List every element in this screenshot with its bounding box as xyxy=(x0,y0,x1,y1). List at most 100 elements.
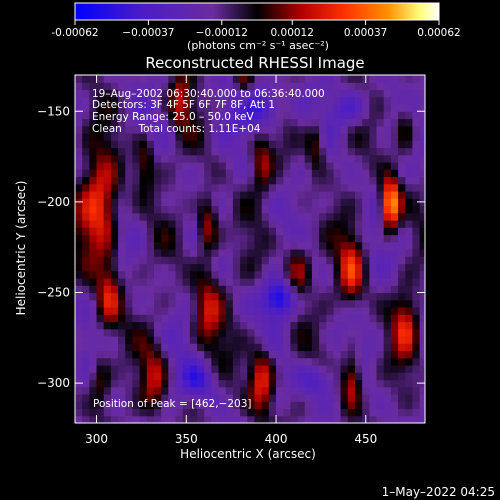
heatmap-cell xyxy=(75,249,83,257)
heatmap-cell xyxy=(340,140,349,149)
heatmap-cell xyxy=(96,401,105,410)
heatmap-cell xyxy=(311,241,320,250)
heatmap-cell xyxy=(254,125,263,134)
heatmap-cell xyxy=(154,191,162,199)
heatmap-cell xyxy=(297,133,306,141)
heatmap-cell xyxy=(182,212,191,221)
heatmap-cell xyxy=(211,198,220,207)
heatmap-cell xyxy=(103,299,112,308)
heatmap-cell xyxy=(405,249,414,257)
heatmap-cell xyxy=(110,256,119,265)
heatmap-cell xyxy=(254,249,263,257)
heatmap-cell xyxy=(276,299,284,308)
heatmap-cell xyxy=(82,169,90,178)
heatmap-cell xyxy=(225,176,234,185)
heatmap-cell xyxy=(319,227,327,236)
heatmap-cell xyxy=(182,220,191,228)
heatmap-cell xyxy=(110,365,119,373)
heatmap-cell xyxy=(89,104,98,112)
heatmap-cell xyxy=(96,140,105,149)
heatmap-cell xyxy=(412,75,421,83)
heatmap-cell xyxy=(405,183,414,192)
heatmap-cell xyxy=(218,278,227,286)
heatmap-cell xyxy=(189,125,198,134)
heatmap-cell xyxy=(276,372,284,381)
heatmap-cell xyxy=(333,386,342,395)
heatmap-cell xyxy=(419,162,425,170)
heatmap-cell xyxy=(290,118,299,127)
heatmap-cell xyxy=(118,285,126,294)
heatmap-cell xyxy=(340,147,349,156)
heatmap-cell xyxy=(211,249,220,257)
heatmap-cell xyxy=(132,278,141,286)
heatmap-cell xyxy=(146,372,155,381)
heatmap-cell xyxy=(355,118,363,127)
heatmap-cell xyxy=(189,408,198,417)
heatmap-cell xyxy=(333,96,342,105)
heatmap-cell xyxy=(261,147,270,156)
heatmap-cell xyxy=(240,357,248,366)
heatmap-cell xyxy=(139,227,148,236)
heatmap-cell xyxy=(232,263,241,272)
heatmap-cell xyxy=(340,314,349,323)
heatmap-cell xyxy=(168,386,177,395)
heatmap-cell xyxy=(412,176,421,185)
heatmap-cell xyxy=(154,285,162,294)
heatmap-cell xyxy=(204,82,212,91)
heatmap-cell xyxy=(311,162,320,170)
heatmap-cell xyxy=(154,176,162,185)
heatmap-cell xyxy=(240,118,248,127)
heatmap-cell xyxy=(355,278,363,286)
heatmap-cell xyxy=(290,415,299,423)
heatmap-cell xyxy=(96,285,105,294)
heatmap-cell xyxy=(326,176,335,185)
heatmap-cell xyxy=(125,176,134,185)
heatmap-cell xyxy=(225,386,234,395)
heatmap-cell xyxy=(304,118,313,127)
heatmap-cell xyxy=(132,220,141,228)
heatmap-cell xyxy=(369,321,378,330)
heatmap-cell xyxy=(254,285,263,294)
heatmap-cell xyxy=(82,278,90,286)
heatmap-cell xyxy=(398,256,406,265)
heatmap-cell xyxy=(232,292,241,301)
heatmap-cell xyxy=(276,278,284,286)
heatmap-cell xyxy=(340,198,349,207)
heatmap-cell xyxy=(125,89,134,98)
heatmap-cell xyxy=(132,285,141,294)
heatmap-cell xyxy=(197,220,205,228)
heatmap-cell xyxy=(412,198,421,207)
heatmap-cell xyxy=(89,140,98,149)
heatmap-cell xyxy=(175,191,184,199)
heatmap-cell xyxy=(347,133,356,141)
heatmap-cell xyxy=(75,212,83,221)
heatmap-cell xyxy=(197,314,205,323)
heatmap-cell xyxy=(110,372,119,381)
heatmap-cell xyxy=(139,314,148,323)
heatmap-cell xyxy=(139,241,148,250)
heatmap-cell xyxy=(240,415,248,423)
heatmap-cell xyxy=(75,401,83,410)
heatmap-cell xyxy=(146,336,155,344)
heatmap-cell xyxy=(319,176,327,185)
heatmap-cell xyxy=(139,365,148,373)
heatmap-cell xyxy=(376,118,385,127)
heatmap-cell xyxy=(254,299,263,308)
heatmap-cell xyxy=(419,415,425,423)
heatmap-cell xyxy=(161,220,169,228)
heatmap-cell xyxy=(89,321,98,330)
heatmap-cell xyxy=(369,401,378,410)
heatmap-cell xyxy=(89,307,98,315)
heatmap-cell xyxy=(376,183,385,192)
heatmap-cell xyxy=(247,365,256,373)
heatmap-cell xyxy=(383,104,392,112)
heatmap-cell xyxy=(82,162,90,170)
heatmap-cell xyxy=(211,176,220,185)
heatmap-cell xyxy=(146,314,155,323)
heatmap-cell xyxy=(82,118,90,127)
heatmap-cell xyxy=(125,386,134,395)
heatmap-cell xyxy=(311,205,320,214)
heatmap-cell xyxy=(347,321,356,330)
heatmap-cell xyxy=(319,415,327,423)
heatmap-cell xyxy=(333,191,342,199)
